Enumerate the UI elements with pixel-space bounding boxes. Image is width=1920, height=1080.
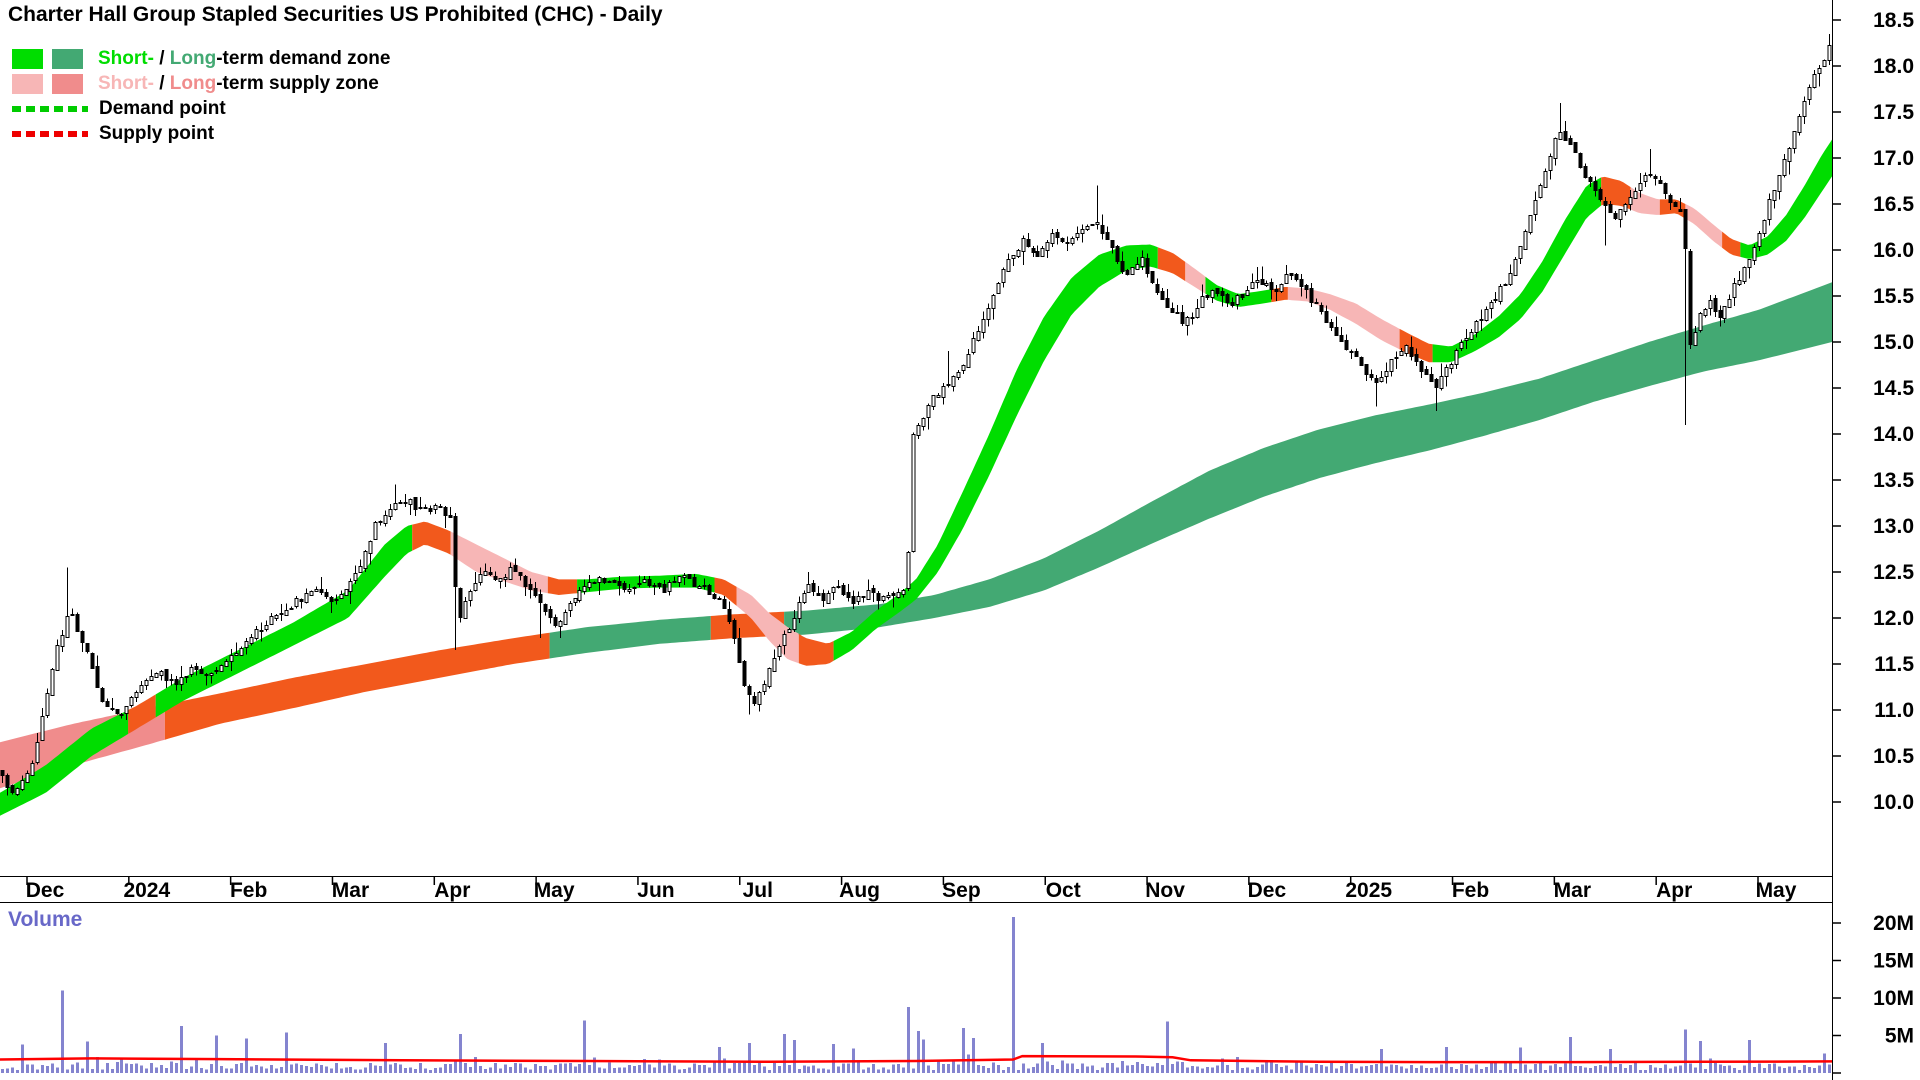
price-tick-label: 11.0 <box>1874 699 1914 722</box>
demand-point-line-swatch <box>12 105 88 112</box>
price-tick-label: 10.5 <box>1873 745 1914 768</box>
chart-title: Charter Hall Group Stapled Securities US… <box>8 3 663 26</box>
price-tick-label: 18.0 <box>1873 55 1914 78</box>
x-axis-label: Apr <box>1656 879 1692 902</box>
legend-demand-point-label: Demand point <box>99 97 226 119</box>
long-term-demand-zone-segment <box>549 616 711 659</box>
long-term-demand-zone-segment <box>784 282 1832 636</box>
price-tick-label: 18.5 <box>1873 9 1914 32</box>
long-term-supply-swatch <box>52 73 83 94</box>
short-term-demand-zone-segment <box>0 710 129 816</box>
legend-demand-zone-row: Short- / Long-term demand zone <box>12 46 390 71</box>
short-term-supply-zone-segment <box>1685 204 1723 248</box>
legend-supply-zone-label: Short- / Long-term supply zone <box>98 73 379 95</box>
short-term-demand-swatch <box>12 48 43 69</box>
legend-supply-sep-text: / <box>153 72 170 94</box>
legend-supply-zone-row: Short- / Long-term supply zone <box>12 71 390 96</box>
short-term-demand-zone-segment <box>833 244 1158 661</box>
price-tick-label: 14.5 <box>1873 377 1914 400</box>
short-term-neutral-zone-segment <box>1157 247 1186 282</box>
x-axis-label: May <box>534 879 575 902</box>
legend-demand-point-row: Demand point <box>12 96 390 121</box>
legend-demand-short-text: Short- <box>98 47 154 69</box>
short-term-supply-swatch <box>12 73 43 94</box>
x-axis-label: Jun <box>637 879 674 902</box>
x-axis-label: Nov <box>1145 879 1185 902</box>
price-tick-label: 13.5 <box>1873 469 1914 492</box>
x-axis-label: Dec <box>26 879 65 902</box>
x-axis-label: Sep <box>942 879 981 902</box>
supply-point-line-swatch <box>12 130 88 137</box>
legend-supply-rest-text: -term supply zone <box>216 72 379 94</box>
volume-average-line <box>0 1054 1833 1064</box>
short-term-neutral-zone-segment <box>128 694 156 734</box>
short-term-neutral-zone-segment <box>412 521 451 555</box>
volume-tick-label: 15M <box>1873 950 1914 973</box>
short-term-neutral-zone-segment <box>1601 176 1631 210</box>
legend-supply-short-text: Short- <box>98 72 154 94</box>
x-axis-label: Mar <box>1554 879 1591 902</box>
volume-bars <box>1 917 1831 1073</box>
price-tick-label: 11.5 <box>1874 653 1914 676</box>
short-term-demand-zone-segment <box>1432 177 1602 363</box>
short-term-neutral-zone-segment <box>798 633 834 666</box>
volume-tick-label: 5M <box>1885 1025 1914 1048</box>
price-tick-label: 12.5 <box>1873 561 1914 584</box>
price-tick-label: 17.5 <box>1873 101 1914 124</box>
short-term-supply-zone-segment <box>1630 187 1660 215</box>
long-term-demand-swatch <box>52 48 83 69</box>
x-axis-label: Mar <box>332 879 369 902</box>
long-term-neutral-zone-segment <box>164 632 550 740</box>
short-term-neutral-zone-segment <box>547 576 578 595</box>
short-term-neutral-zone-segment <box>1399 328 1433 363</box>
price-tick-label: 14.0 <box>1873 423 1914 446</box>
x-axis-label: May <box>1756 879 1797 902</box>
price-tick-label: 16.0 <box>1873 239 1914 262</box>
price-tick-label: 15.0 <box>1873 331 1914 354</box>
legend-demand-long-text: Long <box>169 47 217 69</box>
short-term-neutral-zone-segment <box>714 577 737 606</box>
candle-bodies-up <box>15 45 1832 795</box>
x-axis-label: Apr <box>434 879 470 902</box>
volume-tick-label: 20M <box>1873 912 1914 935</box>
legend-demand-zone-label: Short- / Long-term demand zone <box>98 48 390 70</box>
legend-demand-rest-text: -term demand zone <box>216 47 391 69</box>
x-axis-label: Feb <box>1452 879 1489 902</box>
volume-panel-label: Volume <box>8 908 83 931</box>
x-axis-label: Aug <box>839 879 880 902</box>
short-term-demand-zone-segment <box>1205 276 1272 307</box>
short-term-neutral-zone-segment <box>1659 199 1686 219</box>
short-term-demand-zone-segment <box>1740 139 1832 259</box>
short-term-supply-zone-segment <box>1185 261 1206 294</box>
legend-demand-sep-text: / <box>153 47 170 69</box>
legend-supply-long-text: Long <box>169 72 217 94</box>
short-term-supply-zone-segment <box>450 531 548 594</box>
legend-supply-point-row: Supply point <box>12 121 390 146</box>
x-axis-label: 2024 <box>123 879 170 902</box>
x-axis-label: Dec <box>1248 879 1287 902</box>
x-axis-label: Oct <box>1046 879 1081 902</box>
price-tick-label: 15.5 <box>1873 285 1914 308</box>
short-term-supply-zone-segment <box>1287 287 1400 350</box>
x-axis-label: Feb <box>230 879 267 902</box>
short-term-neutral-zone-segment <box>1722 231 1741 257</box>
price-tick-label: 13.0 <box>1873 515 1914 538</box>
price-tick-label: 17.0 <box>1873 147 1914 170</box>
legend: Short- / Long-term demand zone Short- / … <box>12 46 390 146</box>
legend-supply-point-label: Supply point <box>99 122 215 144</box>
price-tick-label: 10.0 <box>1873 791 1914 814</box>
candle-bodies-down <box>0 131 1723 793</box>
price-tick-label: 12.0 <box>1873 607 1914 630</box>
x-axis-label: 2025 <box>1345 879 1392 902</box>
price-tick-label: 16.5 <box>1873 193 1914 216</box>
volume-tick-label: 10M <box>1873 987 1914 1010</box>
x-axis-label: Jul <box>743 879 773 902</box>
